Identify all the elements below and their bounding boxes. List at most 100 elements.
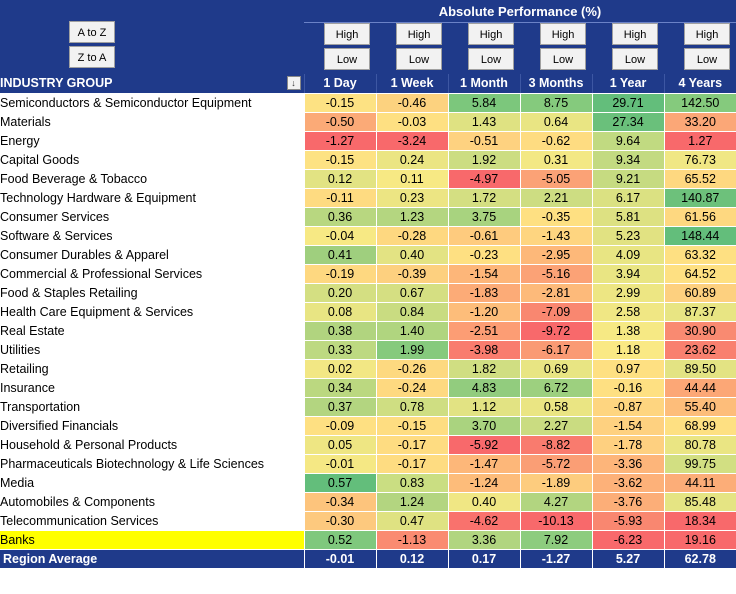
value-cell[interactable]: 1.99 [375, 340, 448, 360]
sort-a-to-z-button[interactable]: A to Z [69, 21, 115, 43]
value-cell[interactable]: 33.20 [663, 112, 736, 132]
table-row[interactable]: Utilities 0.33 1.99 -3.98 -6.17 1.18 23.62 [0, 340, 736, 360]
low-button-3-months[interactable]: Low [540, 48, 586, 70]
value-cell[interactable]: 0.78 [375, 397, 448, 417]
value-cell[interactable]: 85.48 [663, 492, 736, 512]
value-cell[interactable]: 0.83 [375, 473, 448, 493]
value-cell[interactable]: -2.81 [519, 283, 592, 303]
value-cell[interactable]: -0.01 [303, 454, 376, 474]
value-cell[interactable]: 142.50 [663, 93, 736, 113]
value-cell[interactable]: -3.24 [375, 131, 448, 151]
value-cell[interactable]: -1.89 [519, 473, 592, 493]
value-cell[interactable]: 0.69 [519, 359, 592, 379]
value-cell[interactable]: 0.47 [375, 511, 448, 531]
low-button-1-week[interactable]: Low [396, 48, 442, 70]
value-cell[interactable]: 1.43 [447, 112, 520, 132]
value-cell[interactable]: 1.40 [375, 321, 448, 341]
value-cell[interactable]: 80.78 [663, 435, 736, 455]
value-cell[interactable]: 64.52 [663, 264, 736, 284]
value-cell[interactable]: -1.27 [303, 131, 376, 151]
value-cell[interactable]: 0.58 [519, 397, 592, 417]
value-cell[interactable]: 0.36 [303, 207, 376, 227]
industry-name-cell[interactable]: Automobiles & Components [0, 492, 304, 512]
value-cell[interactable]: 61.56 [663, 207, 736, 227]
value-cell[interactable]: -0.26 [375, 359, 448, 379]
high-button-1-month[interactable]: High [468, 23, 514, 45]
table-row[interactable]: Software & Services -0.04 -0.28 -0.61 -1.43 5… [0, 226, 736, 246]
value-cell[interactable]: 27.34 [591, 112, 664, 132]
value-cell[interactable]: 9.64 [591, 131, 664, 151]
industry-name-cell[interactable]: Media [0, 473, 304, 493]
value-cell[interactable]: -4.62 [447, 511, 520, 531]
high-button-1-week[interactable]: High [396, 23, 442, 45]
value-cell[interactable]: -0.11 [303, 188, 376, 208]
industry-name-cell[interactable]: Pharmaceuticals Biotechnology & Life Sci… [0, 454, 304, 474]
value-cell[interactable]: -5.92 [447, 435, 520, 455]
table-row[interactable]: Pharmaceuticals Biotechnology & Life Sci… [0, 454, 736, 474]
value-cell[interactable]: 63.32 [663, 245, 736, 265]
industry-name-cell[interactable]: Food & Staples Retailing [0, 283, 304, 303]
filter-dropdown-icon[interactable]: ↓ [286, 76, 301, 90]
table-row[interactable]: Banks 0.52 -1.13 3.36 7.92 -6.23 19.16 [0, 530, 736, 550]
industry-name-cell[interactable]: Software & Services [0, 226, 304, 246]
industry-name-cell[interactable]: Transportation [0, 397, 304, 417]
value-cell[interactable]: -1.54 [591, 416, 664, 436]
value-cell[interactable]: 0.12 [303, 169, 376, 189]
value-cell[interactable]: 99.75 [663, 454, 736, 474]
high-button-1-day[interactable]: High [324, 23, 370, 45]
value-cell[interactable]: -2.51 [447, 321, 520, 341]
value-cell[interactable]: 1.24 [375, 492, 448, 512]
value-cell[interactable]: -5.72 [519, 454, 592, 474]
value-cell[interactable]: 44.44 [663, 378, 736, 398]
value-cell[interactable]: 9.34 [591, 150, 664, 170]
value-cell[interactable]: -2.95 [519, 245, 592, 265]
value-cell[interactable]: 0.97 [591, 359, 664, 379]
sort-z-to-a-button[interactable]: Z to A [69, 46, 115, 68]
value-cell[interactable]: -1.20 [447, 302, 520, 322]
value-cell[interactable]: 23.62 [663, 340, 736, 360]
table-row[interactable]: Consumer Durables & Apparel 0.41 0.40 -0.23… [0, 245, 736, 265]
value-cell[interactable]: 0.64 [519, 112, 592, 132]
table-row[interactable]: Household & Personal Products 0.05 -0.17 -5… [0, 435, 736, 455]
value-cell[interactable]: -6.23 [591, 530, 664, 550]
value-cell[interactable]: 1.92 [447, 150, 520, 170]
industry-name-cell[interactable]: Retailing [0, 359, 304, 379]
value-cell[interactable]: 9.21 [591, 169, 664, 189]
value-cell[interactable]: -0.46 [375, 93, 448, 113]
value-cell[interactable]: 0.08 [303, 302, 376, 322]
high-button-3-months[interactable]: High [540, 23, 586, 45]
industry-name-cell[interactable]: Consumer Services [0, 207, 304, 227]
table-row[interactable]: Transportation 0.37 0.78 1.12 0.58 -0.87 55.40 [0, 397, 736, 417]
value-cell[interactable]: -1.54 [447, 264, 520, 284]
value-cell[interactable]: -8.82 [519, 435, 592, 455]
value-cell[interactable]: -0.51 [447, 131, 520, 151]
value-cell[interactable]: 1.18 [591, 340, 664, 360]
table-row[interactable]: Telecommunication Services -0.30 0.47 -4.62… [0, 511, 736, 531]
value-cell[interactable]: 1.72 [447, 188, 520, 208]
value-cell[interactable]: 18.34 [663, 511, 736, 531]
table-row[interactable]: Insurance 0.34 -0.24 4.83 6.72 -0.16 44.44 [0, 378, 736, 398]
value-cell[interactable]: 7.92 [519, 530, 592, 550]
value-cell[interactable]: 29.71 [591, 93, 664, 113]
industry-name-cell[interactable]: Insurance [0, 378, 304, 398]
table-row[interactable]: Capital Goods -0.15 0.24 1.92 0.31 9.34 76.73 [0, 150, 736, 170]
value-cell[interactable]: -0.15 [303, 93, 376, 113]
value-cell[interactable]: 55.40 [663, 397, 736, 417]
value-cell[interactable]: 5.81 [591, 207, 664, 227]
value-cell[interactable]: -1.24 [447, 473, 520, 493]
value-cell[interactable]: -5.16 [519, 264, 592, 284]
table-row[interactable]: Diversified Financials -0.09 -0.15 3.70 2.27… [0, 416, 736, 436]
value-cell[interactable]: -0.17 [375, 435, 448, 455]
low-button-1-year[interactable]: Low [612, 48, 658, 70]
value-cell[interactable]: 0.37 [303, 397, 376, 417]
value-cell[interactable]: 0.52 [303, 530, 376, 550]
value-cell[interactable]: 0.31 [519, 150, 592, 170]
value-cell[interactable]: 2.99 [591, 283, 664, 303]
value-cell[interactable]: -9.72 [519, 321, 592, 341]
value-cell[interactable]: -5.93 [591, 511, 664, 531]
value-cell[interactable]: 0.02 [303, 359, 376, 379]
value-cell[interactable]: 0.67 [375, 283, 448, 303]
value-cell[interactable]: 87.37 [663, 302, 736, 322]
value-cell[interactable]: -3.98 [447, 340, 520, 360]
value-cell[interactable]: -0.24 [375, 378, 448, 398]
